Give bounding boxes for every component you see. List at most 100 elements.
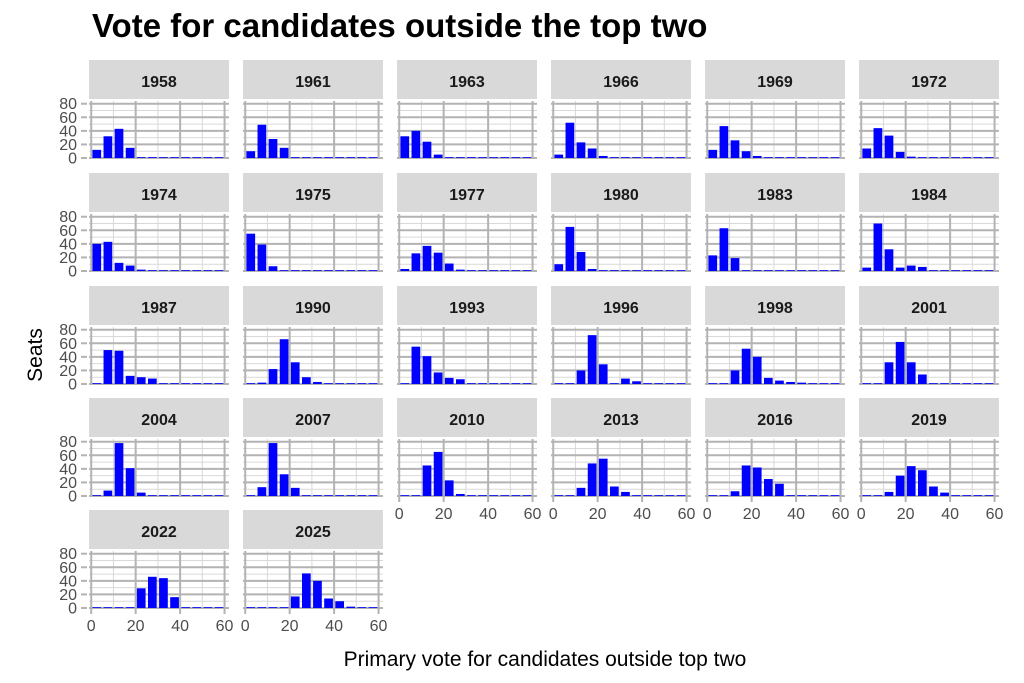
y-tick-label: 80 — [59, 322, 77, 339]
bar — [214, 383, 224, 384]
bar — [786, 270, 795, 271]
bar — [444, 157, 454, 158]
bar — [587, 148, 597, 158]
x-tick-label: 60 — [216, 618, 234, 635]
x-tick-label: 40 — [941, 506, 959, 523]
facet-panel-1993: 1993 — [397, 286, 537, 385]
bar — [467, 383, 476, 384]
x-tick-label: 0 — [703, 506, 712, 523]
bar — [170, 270, 179, 271]
facet-strip — [551, 173, 691, 212]
y-tick-label: 20 — [59, 475, 77, 492]
x-tick-label: 60 — [370, 618, 388, 635]
bar — [565, 383, 575, 384]
bar — [114, 350, 124, 384]
bar — [962, 270, 972, 271]
bar — [346, 383, 356, 384]
y-tick-label: 20 — [59, 363, 77, 380]
facet-strip-label: 2001 — [911, 300, 947, 317]
bar — [478, 157, 487, 158]
x-tick-label: 0 — [395, 506, 404, 523]
y-tick-label: 40 — [59, 123, 77, 140]
bar — [400, 268, 410, 271]
bar — [335, 270, 345, 271]
bar — [984, 383, 994, 384]
bar — [114, 607, 124, 608]
bar — [775, 157, 784, 158]
y-tick-label: 80 — [59, 209, 77, 226]
bar — [632, 495, 641, 496]
bar — [422, 465, 432, 496]
y-tick-label: 80 — [59, 96, 77, 113]
bar — [147, 576, 157, 608]
bar — [290, 270, 300, 271]
bar — [357, 383, 367, 384]
bar — [511, 157, 521, 158]
y-tick-label: 40 — [59, 573, 77, 590]
bar — [92, 495, 102, 496]
bar — [763, 377, 773, 384]
bar — [554, 383, 564, 384]
bar — [279, 339, 289, 384]
y-tick-label: 60 — [59, 223, 77, 240]
bar — [775, 380, 784, 384]
bar — [214, 157, 224, 158]
bar — [147, 495, 157, 496]
bar — [752, 356, 762, 384]
bar — [576, 487, 586, 496]
bar — [752, 155, 762, 158]
bar — [884, 135, 894, 158]
y-tick-label: 40 — [59, 349, 77, 366]
bar — [368, 495, 378, 496]
bar — [214, 607, 224, 608]
facet-strip-label: 1961 — [295, 74, 331, 91]
bar — [917, 157, 927, 158]
chart-title: Vote for candidates outside the top two — [92, 7, 708, 44]
bar — [730, 491, 740, 496]
bar — [929, 157, 938, 158]
bar — [598, 364, 608, 384]
y-tick-label: 0 — [68, 489, 77, 506]
facet-strip-label: 1974 — [141, 187, 177, 204]
bar — [511, 495, 521, 496]
bar — [906, 362, 916, 384]
facet-strip — [859, 60, 999, 99]
facet-panel-1975: 1975 — [243, 173, 383, 272]
bar — [730, 370, 740, 384]
facet-strip — [89, 510, 229, 549]
x-tick-label: 40 — [633, 506, 651, 523]
bar — [301, 270, 311, 271]
bar — [873, 128, 883, 158]
facet-strip-label: 1983 — [757, 187, 793, 204]
bar — [763, 479, 773, 496]
facet-strip — [859, 286, 999, 325]
facet-strip-label: 2007 — [295, 412, 331, 429]
bar — [873, 383, 883, 384]
bar — [411, 130, 421, 158]
bar — [786, 157, 795, 158]
bar — [632, 157, 641, 158]
bar — [511, 270, 521, 271]
bar — [873, 223, 883, 271]
bar — [257, 487, 267, 496]
y-tick-label: 40 — [59, 461, 77, 478]
bar — [929, 383, 938, 384]
bar — [335, 495, 345, 496]
facet-strip-label: 2004 — [141, 412, 177, 429]
bar — [203, 383, 213, 384]
bar — [598, 270, 608, 271]
bar — [301, 157, 311, 158]
bar — [136, 588, 146, 608]
facet-panel-1961: 1961 — [243, 60, 383, 159]
bar — [752, 467, 762, 496]
bar — [136, 492, 146, 496]
bar — [598, 458, 608, 496]
bar — [752, 270, 762, 271]
bar — [324, 157, 333, 158]
bar — [917, 374, 927, 384]
bar — [676, 157, 686, 158]
bar — [203, 607, 213, 608]
bar — [368, 607, 378, 608]
